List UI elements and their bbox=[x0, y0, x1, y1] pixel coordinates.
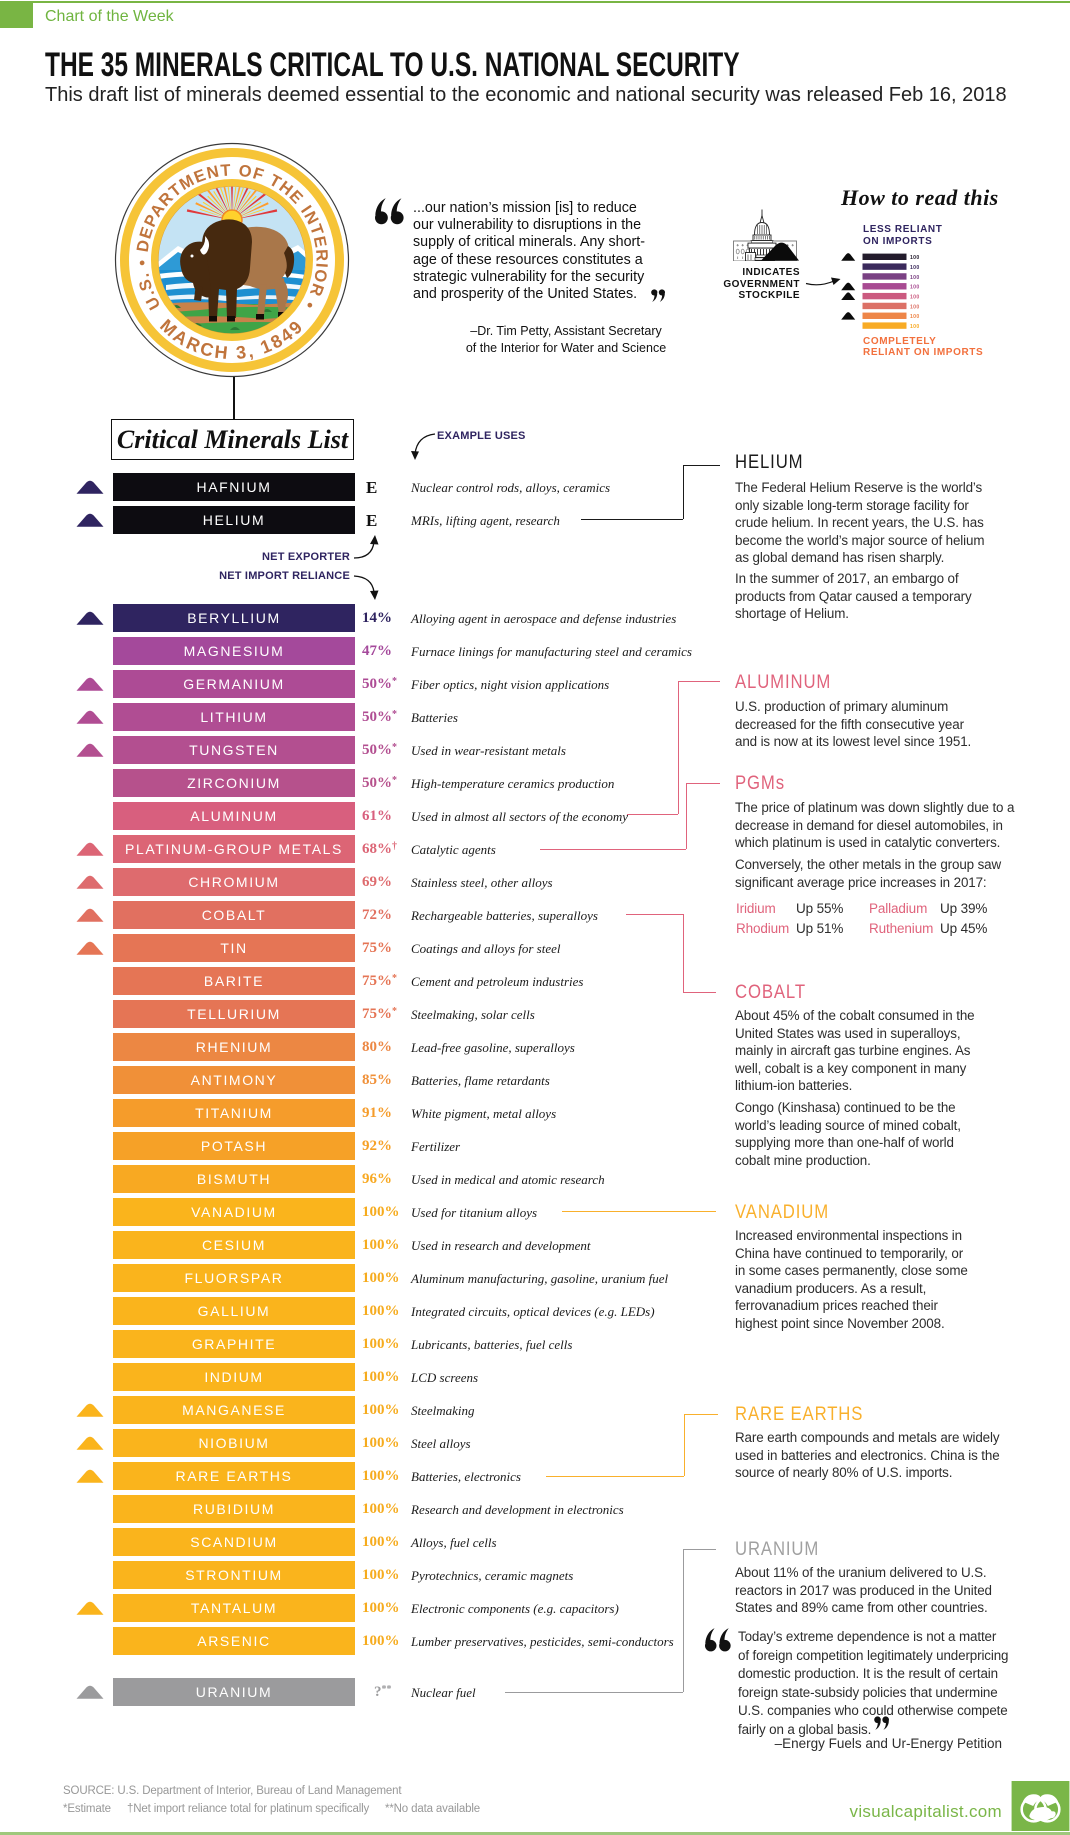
svg-text:100: 100 bbox=[910, 314, 920, 320]
svg-text:100: 100 bbox=[910, 295, 920, 301]
svg-text:100: 100 bbox=[910, 285, 920, 291]
svg-text:100: 100 bbox=[910, 275, 920, 281]
svg-text:100: 100 bbox=[910, 324, 920, 330]
svg-text:100: 100 bbox=[910, 265, 920, 271]
svg-text:100: 100 bbox=[910, 255, 920, 261]
svg-text:100: 100 bbox=[910, 304, 920, 310]
